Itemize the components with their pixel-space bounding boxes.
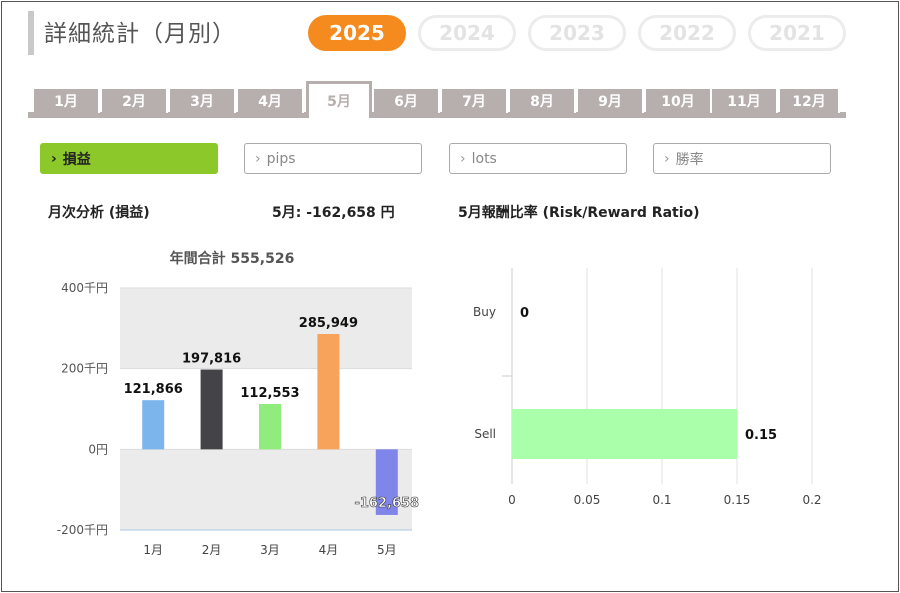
metric-button-2[interactable]: › lots <box>449 143 627 174</box>
month-tab-2[interactable]: 2月 <box>102 89 168 113</box>
x-tick-label: 3月 <box>260 543 280 557</box>
chevron-right-icon: › <box>51 150 57 167</box>
x-tick-label: 0.1 <box>652 493 671 507</box>
x-tick-label: 2月 <box>202 543 222 557</box>
x-tick-label: 0.15 <box>724 493 751 507</box>
x-tick-label: 1月 <box>143 543 163 557</box>
x-tick-label: 5月 <box>377 543 397 557</box>
bar-2月 <box>200 369 223 450</box>
metric-label: 勝率 <box>675 151 704 168</box>
y-tick-label: 0円 <box>88 442 108 456</box>
chart-title: 年間合計 555,526 <box>170 250 295 267</box>
data-label: 0 <box>520 306 529 321</box>
data-label: 285,949 <box>299 316 358 331</box>
y-tick-label: Sell <box>474 427 496 441</box>
month-tab-3[interactable]: 3月 <box>170 89 236 113</box>
chevron-right-icon: › <box>664 150 670 167</box>
metric-button-0[interactable]: › 損益 <box>40 143 218 174</box>
month-tab-6[interactable]: 6月 <box>374 89 440 113</box>
metric-button-3[interactable]: › 勝率 <box>653 143 831 174</box>
data-label: 197,816 <box>182 352 241 367</box>
month-tab-4[interactable]: 4月 <box>238 89 304 113</box>
data-label: 0.15 <box>745 428 777 443</box>
month-tab-1[interactable]: 1月 <box>34 89 100 113</box>
bar-Sell <box>512 409 737 459</box>
bar-1月 <box>142 400 165 450</box>
y-tick-label: 400千円 <box>61 281 108 295</box>
plot-band <box>120 449 412 530</box>
monthly-analysis-label: 月次分析 (損益) <box>48 205 150 221</box>
chevron-right-icon: › <box>255 150 261 167</box>
month-tab-5[interactable]: 5月 <box>306 81 372 118</box>
risk-reward-chart: 0 0.05 0.1 0.15 0.2 Buy 0 Sell 0.15 <box>473 268 822 507</box>
metric-button-1[interactable]: › pips <box>244 143 422 174</box>
plot-band <box>120 288 412 369</box>
month-tabs-baseline <box>28 112 846 118</box>
month-value-label: 5月: -162,658 円 <box>272 205 395 221</box>
chevron-right-icon: › <box>460 150 466 167</box>
bar-4月 <box>317 334 340 450</box>
data-label: 121,866 <box>124 382 183 397</box>
x-tick-label: 0.05 <box>574 493 601 507</box>
x-tick-label: 0 <box>508 493 516 507</box>
data-label: 112,553 <box>240 386 299 401</box>
month-tab-12[interactable]: 12月 <box>780 89 840 113</box>
year-pill-2022[interactable]: 2022 <box>638 15 736 51</box>
ratio-title: 5月報酬比率 (Risk/Reward Ratio) <box>458 205 700 221</box>
metric-label: pips <box>266 150 296 167</box>
x-tick-label: 0.2 <box>802 493 821 507</box>
year-pill-2025[interactable]: 2025 <box>308 15 406 51</box>
data-label: -162,658 <box>354 496 419 511</box>
y-tick-label: Buy <box>473 305 496 319</box>
bar-5月 <box>375 449 398 515</box>
monthly-pnl-chart: 年間合計 555,526 400千円 200千円 0円 -200千円 121,866 1月 1… <box>57 250 420 557</box>
month-tab-11[interactable]: 11月 <box>712 89 778 113</box>
month-tab-7[interactable]: 7月 <box>442 89 508 113</box>
year-pill-2024[interactable]: 2024 <box>418 15 516 51</box>
month-tab-9[interactable]: 9月 <box>578 89 644 113</box>
y-tick-label: -200千円 <box>57 523 108 537</box>
month-tab-8[interactable]: 8月 <box>510 89 576 113</box>
metric-label: 損益 <box>62 151 91 168</box>
title-accent-bar <box>28 11 34 55</box>
bar-3月 <box>259 403 281 450</box>
x-tick-label: 4月 <box>319 543 339 557</box>
metric-label: lots <box>471 150 497 167</box>
year-pill-2023[interactable]: 2023 <box>528 15 626 51</box>
year-pill-2021[interactable]: 2021 <box>748 15 846 51</box>
month-tab-10[interactable]: 10月 <box>646 89 712 113</box>
page-title: 詳細統計（月別） <box>44 21 236 47</box>
y-tick-label: 200千円 <box>61 362 108 376</box>
